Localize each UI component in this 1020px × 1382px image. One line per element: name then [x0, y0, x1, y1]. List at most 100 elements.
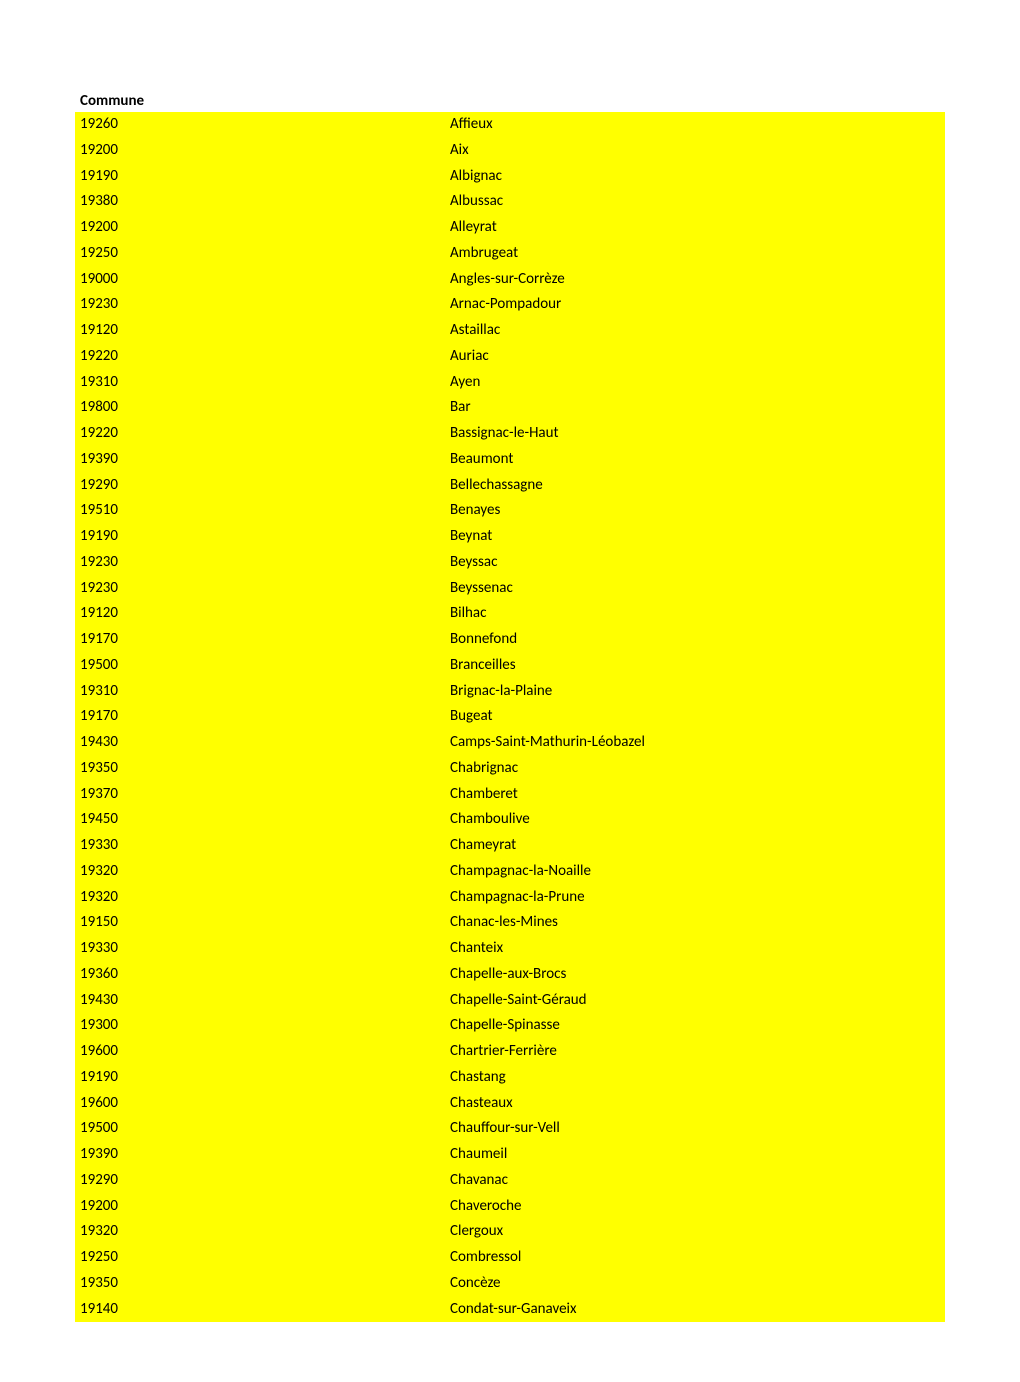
cell-name: Beaumont: [450, 449, 940, 471]
cell-name: Affieux: [450, 114, 940, 136]
table-row: 19390Chaumeil: [75, 1142, 945, 1168]
cell-code: 19510: [80, 500, 450, 522]
cell-code: 19190: [80, 166, 450, 188]
table-row: 19250Combressol: [75, 1245, 945, 1271]
cell-code: 19190: [80, 1067, 450, 1089]
cell-name: Auriac: [450, 346, 940, 368]
cell-code: 19320: [80, 887, 450, 909]
table-row: 19320Champagnac-la-Prune: [75, 885, 945, 911]
cell-name: Chaveroche: [450, 1196, 940, 1218]
cell-name: Condat-sur-Ganaveix: [450, 1299, 940, 1321]
cell-name: Chameyrat: [450, 835, 940, 857]
cell-name: Concèze: [450, 1273, 940, 1295]
cell-code: 19390: [80, 449, 450, 471]
table-row: 19500Branceilles: [75, 653, 945, 679]
cell-code: 19230: [80, 552, 450, 574]
cell-name: Chartrier-Ferrière: [450, 1041, 940, 1063]
cell-name: Aix: [450, 140, 940, 162]
cell-code: 19300: [80, 1015, 450, 1037]
cell-code: 19120: [80, 320, 450, 342]
cell-name: Chavanac: [450, 1170, 940, 1192]
cell-code: 19380: [80, 191, 450, 213]
table-row: 19350Chabrignac: [75, 756, 945, 782]
cell-name: Bugeat: [450, 706, 940, 728]
cell-name: Champagnac-la-Noaille: [450, 861, 940, 883]
table-row: 19390Beaumont: [75, 447, 945, 473]
cell-name: Chapelle-Spinasse: [450, 1015, 940, 1037]
cell-code: 19430: [80, 732, 450, 754]
cell-name: Combressol: [450, 1247, 940, 1269]
table-row: 19190Chastang: [75, 1065, 945, 1091]
table-row: 19260Affieux: [75, 112, 945, 138]
cell-code: 19500: [80, 655, 450, 677]
table-row: 19220Auriac: [75, 344, 945, 370]
cell-code: 19450: [80, 809, 450, 831]
table-row: 19320Clergoux: [75, 1219, 945, 1245]
table-row: 19230Beyssac: [75, 550, 945, 576]
cell-name: Beynat: [450, 526, 940, 548]
cell-name: Chastang: [450, 1067, 940, 1089]
header-empty: [450, 92, 940, 110]
cell-name: Alleyrat: [450, 217, 940, 239]
table-row: 19430Chapelle-Saint-Géraud: [75, 988, 945, 1014]
cell-name: Chasteaux: [450, 1093, 940, 1115]
cell-code: 19170: [80, 629, 450, 651]
cell-name: Camps-Saint-Mathurin-Léobazel: [450, 732, 940, 754]
cell-name: Beyssenac: [450, 578, 940, 600]
table-row: 19250Ambrugeat: [75, 241, 945, 267]
cell-name: Champagnac-la-Prune: [450, 887, 940, 909]
cell-code: 19250: [80, 243, 450, 265]
cell-code: 19120: [80, 603, 450, 625]
cell-name: Benayes: [450, 500, 940, 522]
cell-code: 19000: [80, 269, 450, 291]
cell-code: 19500: [80, 1118, 450, 1140]
cell-code: 19290: [80, 1170, 450, 1192]
table-row: 19000Angles-sur-Corrèze: [75, 267, 945, 293]
table-row: 19200Aix: [75, 138, 945, 164]
cell-code: 19310: [80, 681, 450, 703]
table-row: 19300Chapelle-Spinasse: [75, 1013, 945, 1039]
cell-code: 19390: [80, 1144, 450, 1166]
table-row: 19510Benayes: [75, 498, 945, 524]
cell-name: Chaumeil: [450, 1144, 940, 1166]
cell-code: 19330: [80, 835, 450, 857]
cell-code: 19600: [80, 1041, 450, 1063]
table-row: 19600Chasteaux: [75, 1091, 945, 1117]
cell-code: 19200: [80, 217, 450, 239]
table-body: 19260Affieux19200Aix19190Albignac19380Al…: [75, 112, 945, 1322]
table-row: 19140Condat-sur-Ganaveix: [75, 1297, 945, 1323]
cell-name: Chamboulive: [450, 809, 940, 831]
table-row: 19380Albussac: [75, 189, 945, 215]
table-row: 19500Chauffour-sur-Vell: [75, 1116, 945, 1142]
cell-name: Ayen: [450, 372, 940, 394]
table-row: 19350Concèze: [75, 1271, 945, 1297]
table-row: 19360Chapelle-aux-Brocs: [75, 962, 945, 988]
commune-table: Commune 19260Affieux19200Aix19190Albigna…: [75, 90, 945, 1322]
cell-name: Brignac-la-Plaine: [450, 681, 940, 703]
cell-name: Chapelle-aux-Brocs: [450, 964, 940, 986]
cell-code: 19310: [80, 372, 450, 394]
cell-name: Chanteix: [450, 938, 940, 960]
cell-code: 19230: [80, 578, 450, 600]
cell-code: 19260: [80, 114, 450, 136]
cell-code: 19170: [80, 706, 450, 728]
cell-code: 19290: [80, 475, 450, 497]
cell-code: 19430: [80, 990, 450, 1012]
cell-name: Bar: [450, 397, 940, 419]
table-row: 19320Champagnac-la-Noaille: [75, 859, 945, 885]
table-row: 19600Chartrier-Ferrière: [75, 1039, 945, 1065]
cell-name: Astaillac: [450, 320, 940, 342]
cell-name: Chapelle-Saint-Géraud: [450, 990, 940, 1012]
table-row: 19230Beyssenac: [75, 576, 945, 602]
cell-name: Angles-sur-Corrèze: [450, 269, 940, 291]
cell-code: 19200: [80, 140, 450, 162]
table-row: 19430Camps-Saint-Mathurin-Léobazel: [75, 730, 945, 756]
cell-name: Clergoux: [450, 1221, 940, 1243]
table-row: 19120Astaillac: [75, 318, 945, 344]
cell-name: Chauffour-sur-Vell: [450, 1118, 940, 1140]
table-row: 19190Beynat: [75, 524, 945, 550]
cell-code: 19230: [80, 294, 450, 316]
cell-code: 19250: [80, 1247, 450, 1269]
table-row: 19450Chamboulive: [75, 807, 945, 833]
cell-name: Chamberet: [450, 784, 940, 806]
